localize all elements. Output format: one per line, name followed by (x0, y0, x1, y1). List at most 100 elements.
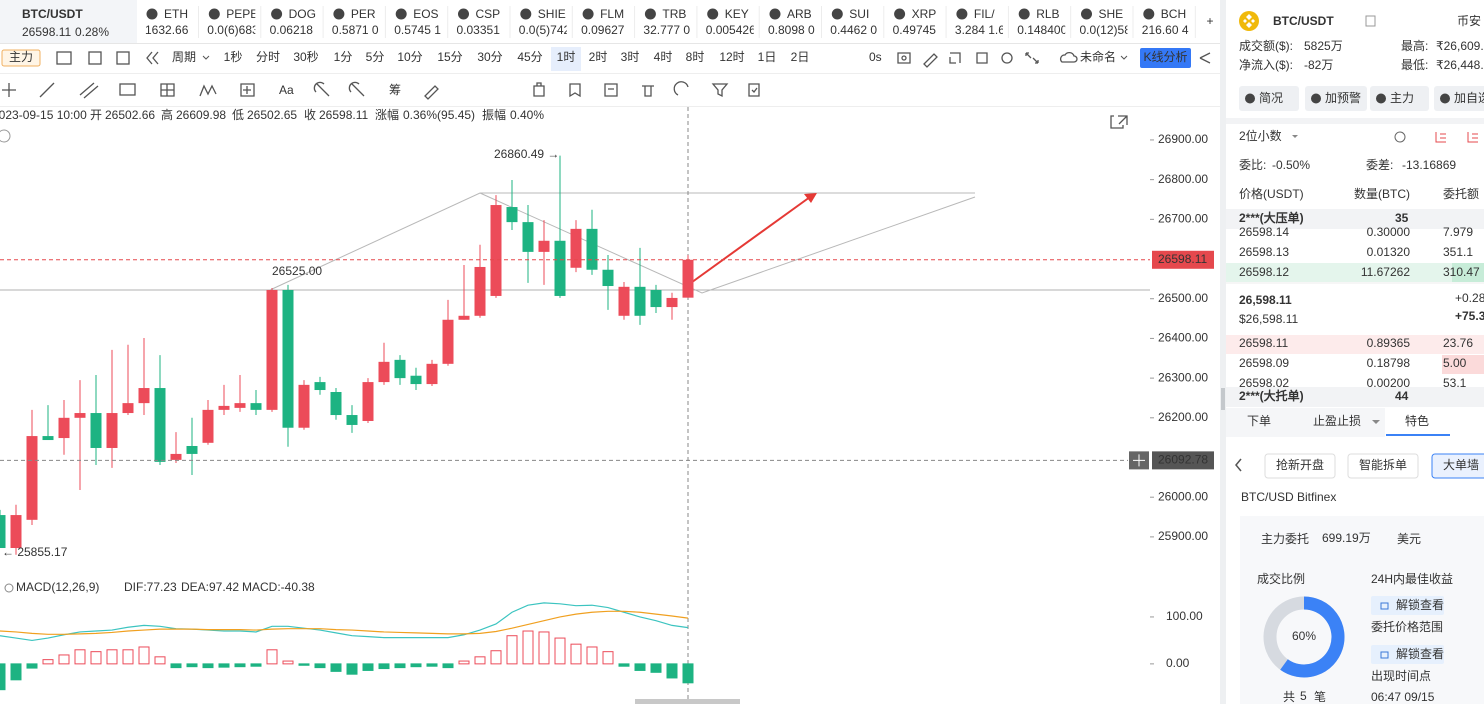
tool[interactable] (79, 82, 99, 99)
icon[interactable] (146, 51, 159, 65)
panel-button[interactable] (1239, 86, 1299, 111)
tool[interactable] (711, 83, 729, 98)
icon (1435, 132, 1446, 143)
tool[interactable] (748, 83, 760, 97)
interval[interactable]: 1时 (557, 50, 576, 64)
interval[interactable]: 30分 (477, 50, 502, 64)
tool[interactable] (673, 81, 689, 96)
tab-quote: 0.005426 (706, 23, 756, 37)
tool[interactable] (569, 83, 581, 98)
add-tab[interactable]: + (1206, 14, 1213, 28)
tab[interactable]: KEY 0.005426 (706, 7, 756, 37)
interval[interactable]: 8时 (686, 50, 705, 64)
icon[interactable] (1060, 51, 1078, 63)
tool[interactable] (642, 85, 654, 97)
interval[interactable]: 15分 (437, 50, 462, 64)
tab[interactable]: EOS 0.5745 1 (394, 7, 441, 37)
candle-body (506, 207, 518, 223)
drawing-tools (2, 81, 760, 100)
icon[interactable] (897, 52, 911, 64)
tab[interactable]: PER 0.5871 0 (332, 7, 379, 37)
precision: 2位小数 (1239, 128, 1282, 143)
icon[interactable] (88, 51, 102, 65)
tool[interactable] (604, 83, 618, 97)
feature-button[interactable] (1264, 453, 1336, 479)
tab[interactable]: RLB 0.148400 (1017, 7, 1067, 37)
tab[interactable]: BCH 216.60 4 (1142, 7, 1189, 37)
unlock-button[interactable] (1371, 645, 1444, 664)
interval[interactable]: 2日 (791, 50, 810, 64)
panel-tab[interactable]: 止盈止损 (1313, 414, 1361, 428)
tab[interactable]: FLM 0.09627 (581, 7, 625, 37)
tool[interactable] (39, 82, 55, 98)
icon[interactable] (56, 51, 72, 65)
panel-button[interactable] (1305, 86, 1367, 111)
panel-button[interactable] (1434, 86, 1484, 111)
tab-symbol: SHIE (538, 7, 566, 21)
interval[interactable]: 2时 (589, 50, 608, 64)
icon[interactable] (1001, 52, 1013, 64)
candle-body (266, 289, 278, 410)
splitter-handle[interactable] (1221, 388, 1225, 410)
icon[interactable] (923, 53, 938, 68)
interval[interactable]: 3时 (621, 50, 640, 64)
info-low-label: 低 (232, 108, 244, 122)
tool[interactable] (240, 83, 255, 97)
panel-tab[interactable]: 特色 (1405, 413, 1429, 428)
icon[interactable] (1199, 52, 1211, 64)
interval[interactable]: 1分 (334, 50, 353, 64)
info-amplitude: 0.40% (510, 108, 544, 122)
icon[interactable] (116, 51, 130, 65)
interval[interactable]: 分时 (256, 50, 280, 64)
feature-button[interactable] (1431, 453, 1484, 479)
macd-bar (346, 663, 358, 675)
tab[interactable]: XRP 0.49745 (893, 7, 937, 37)
unlock-button[interactable] (1371, 596, 1444, 615)
splitter[interactable] (1220, 0, 1226, 704)
tab[interactable]: SHE 0.0(12)58 (1080, 7, 1132, 37)
collapse-icon[interactable] (0, 129, 11, 143)
tool[interactable] (533, 82, 545, 97)
expand-icon[interactable] (1110, 115, 1128, 129)
icon[interactable] (949, 52, 961, 64)
interval[interactable]: 30秒 (293, 50, 318, 64)
tab[interactable]: SUI 0.4462 0 (830, 7, 877, 37)
tab[interactable]: ETH 1632.66 (145, 7, 189, 37)
feature-label: 智能拆单 (1359, 457, 1407, 472)
tab[interactable]: TRB 32.777 0 (643, 7, 690, 37)
tool[interactable] (348, 81, 365, 97)
tab[interactable]: SHIE 0.0(5)742 (519, 7, 571, 37)
analysis-button[interactable] (1140, 48, 1191, 68)
icon[interactable] (976, 52, 988, 64)
main-button: 主力 (9, 50, 33, 64)
tool[interactable] (424, 85, 439, 100)
info-close: 26598.11 (319, 108, 368, 122)
tab-active (0, 0, 137, 43)
interval[interactable]: 4时 (654, 50, 673, 64)
macd-line (0, 610, 689, 635)
tool[interactable] (199, 84, 217, 97)
interval[interactable]: 1日 (758, 50, 777, 64)
tab[interactable]: FIL/3.284 1.6 (955, 7, 1005, 37)
tab[interactable]: PEPE 0.0(6)683 (207, 7, 259, 37)
feature-button[interactable] (1347, 453, 1419, 479)
panel-tab[interactable]: 下单 (1247, 414, 1271, 428)
tool[interactable] (119, 83, 136, 96)
tool[interactable] (313, 81, 330, 97)
interval[interactable]: 12时 (719, 50, 744, 64)
tab[interactable]: ARB 0.8098 0 (768, 7, 815, 37)
tool[interactable] (2, 83, 16, 97)
tab-quote: 0.03351 (457, 23, 501, 37)
interval[interactable]: 45分 (517, 50, 542, 64)
copy-icon[interactable] (1365, 15, 1376, 27)
interval[interactable]: 5分 (366, 50, 385, 64)
scrollbar[interactable] (635, 699, 740, 704)
candle-body (378, 361, 390, 383)
tab[interactable]: DOG 0.06218 (270, 7, 316, 37)
interval[interactable]: 1秒 (224, 50, 243, 64)
tool[interactable] (160, 83, 175, 97)
interval[interactable]: 10分 (397, 50, 422, 64)
icon[interactable] (1025, 52, 1039, 64)
panel-button[interactable] (1370, 86, 1429, 111)
tab[interactable]: CSP 0.03351 (457, 7, 501, 37)
